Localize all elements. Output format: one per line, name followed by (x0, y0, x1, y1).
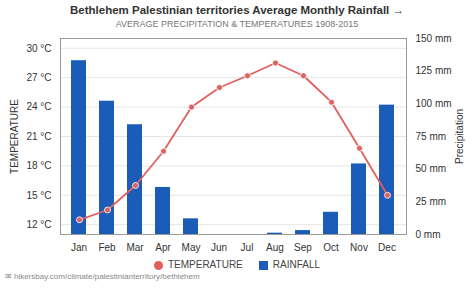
svg-text:0 mm: 0 mm (416, 229, 441, 240)
svg-text:50 mm: 50 mm (416, 163, 447, 174)
svg-text:125 mm: 125 mm (416, 65, 452, 76)
svg-text:27 °C: 27 °C (26, 72, 51, 83)
svg-text:75 mm: 75 mm (416, 131, 447, 142)
svg-text:30 °C: 30 °C (26, 43, 51, 54)
svg-text:25 mm: 25 mm (416, 196, 447, 207)
svg-text:May: May (182, 242, 201, 253)
svg-text:18 °C: 18 °C (26, 160, 51, 171)
svg-text:12 °C: 12 °C (26, 219, 51, 230)
svg-text:Jun: Jun (211, 242, 227, 253)
svg-text:Precipitation: Precipitation (454, 109, 465, 164)
html-text:Bethlehem Palestinian territor: Bethlehem Palestinian territories Averag… (70, 4, 404, 16)
svg-text:100 mm: 100 mm (416, 98, 452, 109)
svg-text:Jul: Jul (241, 242, 254, 253)
html-text:TEMPERATURE: TEMPERATURE (168, 259, 243, 270)
svg-text:24 °C: 24 °C (26, 101, 51, 112)
svg-text:Dec: Dec (378, 242, 396, 253)
svg-text:21 °C: 21 °C (26, 131, 51, 142)
svg-text:Mar: Mar (126, 242, 144, 253)
svg-text:Nov: Nov (350, 242, 368, 253)
svg-text:Sep: Sep (294, 242, 312, 253)
html-text:AVERAGE PRECIPITATION & TEMPER: AVERAGE PRECIPITATION & TEMPERATURES 190… (115, 19, 359, 29)
svg-text:TEMPERATURE: TEMPERATURE (9, 99, 20, 174)
html-text:RAINFALL: RAINFALL (272, 259, 320, 270)
svg-text:Oct: Oct (323, 242, 339, 253)
svg-text:Apr: Apr (155, 242, 171, 253)
svg-text:Feb: Feb (98, 242, 116, 253)
svg-text:150 mm: 150 mm (416, 33, 452, 44)
svg-text:Jan: Jan (71, 242, 87, 253)
svg-text:15 °C: 15 °C (26, 190, 51, 201)
svg-text:Aug: Aug (266, 242, 284, 253)
html-text:✉ hikersbay.com/climate/palest: ✉ hikersbay.com/climate/palestinianterri… (5, 272, 200, 281)
